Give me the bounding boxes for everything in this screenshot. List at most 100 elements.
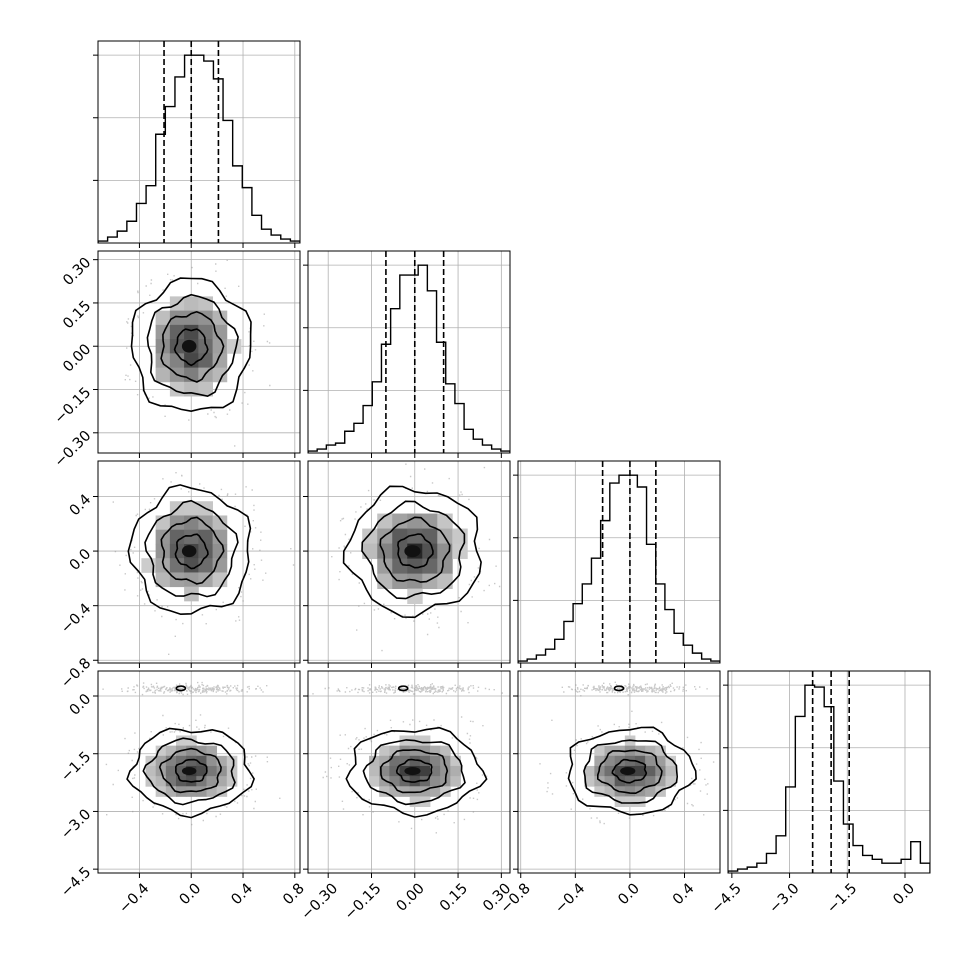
x-tick-label-3-2: −1.5 — [824, 881, 860, 917]
density-cell — [584, 776, 595, 787]
outlier-contour — [613, 685, 625, 692]
density-cell — [407, 573, 423, 590]
density-cell — [409, 745, 421, 757]
density-cell — [392, 558, 408, 575]
density-cell — [379, 745, 390, 757]
contour-0 — [173, 328, 209, 367]
density-cell — [155, 572, 171, 588]
x-tick-label-1-0: −0.30 — [299, 881, 342, 924]
x-tick-label-0-0: −0.4 — [116, 881, 152, 917]
density-cell — [440, 765, 451, 777]
density-cell — [212, 310, 228, 326]
density-cell — [184, 501, 199, 516]
density-cell — [362, 528, 378, 544]
density-cell — [665, 776, 677, 787]
outlier-contour — [397, 685, 409, 692]
x-tick-label-3-1: −3.0 — [766, 881, 802, 917]
density-cell — [186, 755, 197, 767]
density-cell — [184, 310, 199, 326]
density-cell — [369, 776, 380, 787]
density-cell — [594, 755, 605, 767]
density-cell — [594, 776, 605, 787]
scatter-frame-0-1 — [97, 250, 301, 454]
density-cell — [198, 339, 213, 354]
outlier-contour — [175, 685, 187, 692]
density-cell — [379, 765, 390, 777]
density-cell — [212, 367, 228, 383]
y-tick-label-1-3: 0.15 — [60, 298, 94, 332]
histogram-frame-1 — [307, 250, 511, 454]
density-cell — [655, 755, 666, 767]
density-peak — [181, 339, 197, 353]
histogram-frame-3 — [727, 670, 931, 874]
scatter-panel-1-2 — [303, 460, 511, 668]
density-cell — [450, 765, 461, 777]
histogram-panel-3 — [723, 670, 931, 878]
density-cell — [155, 353, 171, 368]
density-cell — [379, 755, 390, 767]
density-peak — [404, 766, 421, 776]
x-tick-label-1-2: 0.00 — [394, 881, 428, 915]
contour-3 — [126, 727, 255, 819]
contour-1 — [158, 747, 222, 794]
contour-2 — [142, 737, 236, 806]
density-cell — [196, 776, 207, 787]
density-cell — [655, 776, 666, 787]
contour-1 — [160, 516, 225, 585]
y-tick-label-3-3: 0.0 — [67, 691, 95, 719]
contour-2 — [362, 739, 466, 806]
density-cell — [634, 755, 646, 767]
density-cell — [634, 796, 646, 807]
density-cell — [409, 796, 421, 807]
density-cell — [614, 755, 626, 767]
density-cell — [186, 745, 197, 757]
density-cell — [624, 776, 636, 787]
scatter-frame-2-3 — [517, 670, 721, 874]
contour-3 — [345, 726, 488, 818]
y-tick-label-2-2: 0.0 — [67, 546, 95, 574]
density-cell — [206, 765, 218, 777]
density-peak — [404, 545, 421, 558]
density-cell — [392, 528, 408, 544]
contour-0 — [397, 533, 434, 569]
contour-0 — [395, 758, 433, 783]
histogram-panel-1 — [303, 250, 511, 458]
scatter-panel-0-1 — [93, 250, 301, 458]
density-cell — [369, 755, 380, 767]
contour-2 — [146, 293, 239, 398]
density-cell — [198, 558, 213, 573]
density-cell — [430, 786, 441, 797]
density-cell — [169, 529, 185, 545]
density-cell — [422, 558, 438, 575]
density-cell — [440, 786, 451, 797]
density-cell — [450, 776, 461, 787]
scatter-panel-1-3 — [303, 670, 511, 878]
density-cell — [377, 573, 393, 590]
density-cell — [634, 765, 646, 777]
density-cell — [184, 515, 199, 531]
density-peak — [181, 545, 197, 558]
density-cell — [206, 755, 218, 767]
density-cell — [665, 765, 677, 777]
density-cell — [419, 776, 431, 787]
density-cell — [212, 339, 228, 354]
density-cell — [145, 765, 157, 777]
contour-1 — [379, 748, 449, 794]
x-tick-label-3-3: 0.0 — [890, 881, 918, 909]
density-cell — [419, 745, 431, 757]
contour-1 — [597, 749, 663, 795]
density-cell — [594, 786, 605, 797]
contour-3 — [342, 485, 482, 619]
density-cell — [186, 735, 197, 747]
density-cell — [377, 513, 393, 529]
density-cell — [452, 528, 468, 544]
density-cell — [389, 755, 400, 767]
scatter-panel-0-3 — [93, 670, 301, 878]
scatter-frame-1-2 — [307, 460, 511, 664]
scatter-frame-0-2 — [97, 460, 301, 664]
density-cell — [198, 353, 213, 368]
density-cell — [226, 755, 238, 767]
density-cell — [175, 755, 187, 767]
density-cell — [216, 755, 228, 767]
contour-3 — [130, 277, 252, 413]
